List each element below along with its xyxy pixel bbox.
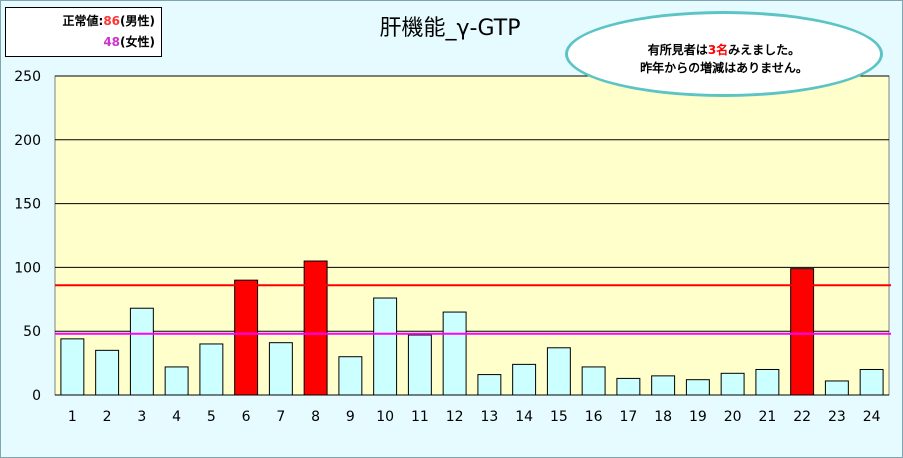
y-tick-label: 150 <box>14 197 41 213</box>
bar <box>790 268 815 396</box>
x-tick-label: 10 <box>376 409 394 425</box>
bar <box>407 334 432 396</box>
x-tick-label: 11 <box>411 409 429 425</box>
x-tick-label: 18 <box>654 409 672 425</box>
callout-text: 有所見者は3名みえました。 昨年からの増減はありません。 <box>568 41 880 77</box>
bar <box>303 260 328 396</box>
callout-line-2: 昨年からの増減はありません。 <box>640 61 808 75</box>
bar <box>685 379 710 396</box>
abnormal-count: 3名 <box>707 43 729 57</box>
bar <box>859 368 884 396</box>
bar <box>442 311 467 396</box>
x-tick-label: 22 <box>793 409 811 425</box>
male-reference-value: 86 <box>103 14 121 28</box>
x-tick-label: 1 <box>68 409 77 425</box>
bar <box>129 307 154 396</box>
x-tick-label: 3 <box>137 409 146 425</box>
x-tick-label: 12 <box>446 409 464 425</box>
x-tick-label: 6 <box>242 409 251 425</box>
x-tick-label: 16 <box>585 409 603 425</box>
x-tick-label: 8 <box>311 409 320 425</box>
bar <box>164 366 189 396</box>
bar <box>338 356 363 396</box>
bar <box>755 368 780 396</box>
male-reference-row: 正常値:86(男性) <box>63 13 156 29</box>
x-tick-label: 19 <box>689 409 707 425</box>
y-tick-label: 0 <box>32 388 41 404</box>
summary-callout: 有所見者は3名みえました。 昨年からの増減はありません。 <box>565 11 883 97</box>
bar <box>60 338 85 396</box>
x-tick-label: 7 <box>276 409 285 425</box>
x-tick-label: 15 <box>550 409 568 425</box>
x-tick-label: 4 <box>172 409 181 425</box>
female-reference-value: 48 <box>103 35 121 49</box>
bar <box>616 377 641 396</box>
female-reference-row: 48(女性) <box>103 34 155 50</box>
x-tick-label: 14 <box>515 409 533 425</box>
bar <box>477 374 502 396</box>
y-tick-label: 50 <box>23 324 41 340</box>
bar <box>512 363 537 396</box>
female-label: (女性) <box>120 35 155 49</box>
bar <box>95 349 120 396</box>
x-tick-label: 20 <box>724 409 742 425</box>
x-tick-label: 13 <box>480 409 498 425</box>
y-tick-label: 200 <box>14 133 41 149</box>
x-tick-label: 9 <box>346 409 355 425</box>
bar <box>651 375 676 396</box>
male-label: (男性) <box>120 14 155 28</box>
x-tick-label: 21 <box>758 409 776 425</box>
reference-value-legend: 正常値:86(男性) 48(女性) <box>5 7 162 57</box>
bar <box>373 297 398 396</box>
y-tick-label: 250 <box>14 69 41 85</box>
x-tick-label: 24 <box>863 409 881 425</box>
bar <box>199 343 224 396</box>
reference-label: 正常値: <box>62 14 104 28</box>
bar <box>824 380 849 396</box>
x-tick-label: 5 <box>207 409 216 425</box>
callout-line-1: 有所見者は3名みえました。 <box>647 43 801 57</box>
chart-title: 肝機能_γ-GTP <box>379 16 521 41</box>
plot-area <box>54 75 890 396</box>
bar <box>581 366 606 396</box>
bar <box>720 372 745 396</box>
y-tick-label: 100 <box>14 260 41 276</box>
bar <box>234 279 259 396</box>
x-tick-label: 17 <box>619 409 637 425</box>
x-tick-label: 23 <box>828 409 846 425</box>
x-tick-label: 2 <box>103 409 112 425</box>
bar <box>268 342 293 396</box>
bar <box>546 347 571 396</box>
